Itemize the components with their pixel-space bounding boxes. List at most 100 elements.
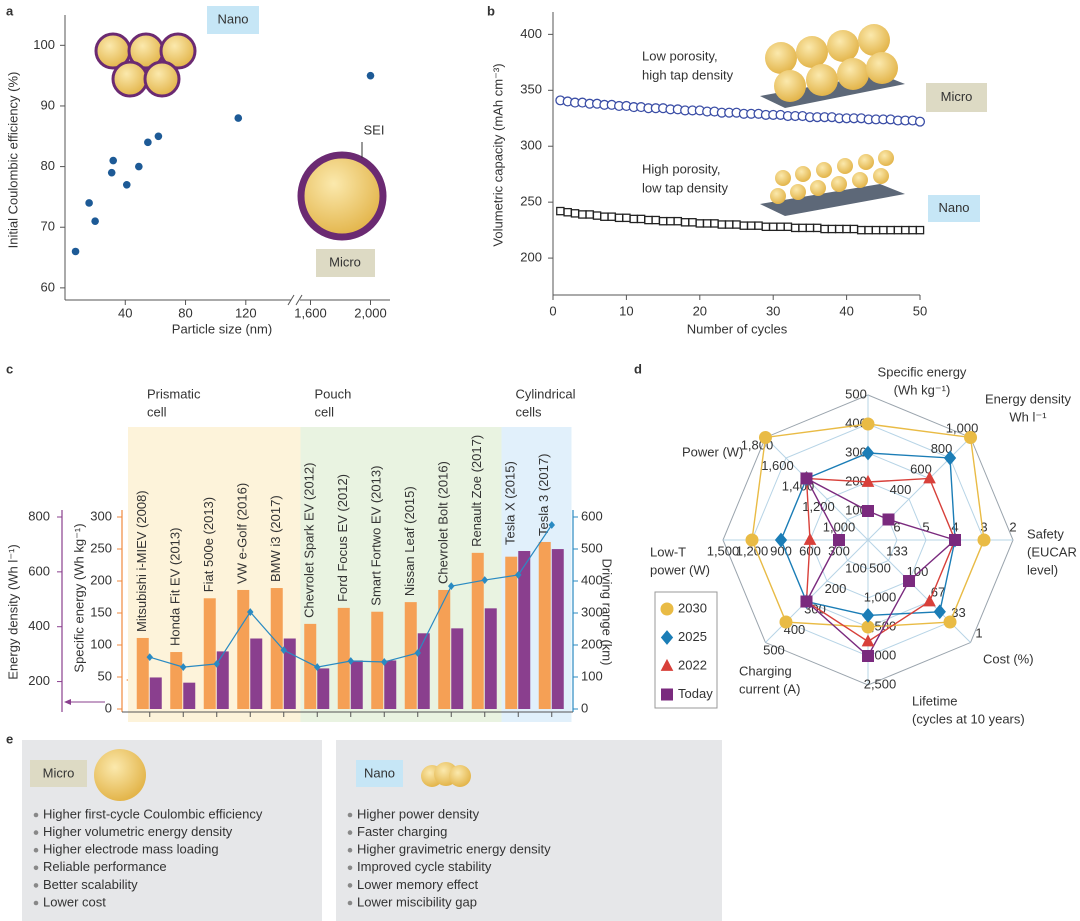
legend-label: 2022 — [678, 657, 707, 672]
marker — [761, 222, 771, 232]
marker — [746, 221, 756, 230]
marker — [943, 450, 957, 466]
legend-box — [928, 195, 980, 222]
x-tick-label: 2,000 — [354, 305, 387, 320]
list-item: Faster charging — [357, 824, 447, 839]
marker — [861, 608, 875, 623]
marker — [146, 653, 154, 662]
data-point — [122, 180, 131, 189]
marker — [600, 212, 609, 221]
bar — [551, 549, 564, 709]
radar-axis-label: current (A) — [739, 681, 800, 696]
annotation: High porosity, — [642, 161, 721, 176]
y-tick-label: 600 — [581, 508, 603, 523]
list-item: Higher first-cycle Coulombic efficiency — [43, 806, 263, 821]
list-item: Lower cost — [43, 894, 106, 909]
legend-label: Nano — [938, 200, 969, 215]
bar — [317, 668, 330, 709]
marker — [745, 533, 759, 547]
y-axis-label: Volumetric capacity (mAh cm⁻³) — [490, 63, 505, 246]
marker — [933, 604, 946, 620]
panel-label: a — [6, 3, 14, 18]
radar-axis-label: Cost (%) — [983, 651, 1034, 666]
bar — [417, 633, 430, 709]
marker — [179, 663, 187, 671]
marker — [622, 213, 631, 223]
radar-tick-label: 1,000 — [864, 589, 897, 604]
list-item: Lower miscibility gap — [357, 894, 477, 909]
bullet — [347, 900, 353, 906]
marker — [380, 658, 388, 666]
radar-tick-label: 800 — [931, 441, 953, 456]
axis-break — [295, 294, 303, 306]
list-item: Higher volumetric energy density — [43, 824, 233, 839]
bar — [216, 651, 229, 709]
bar — [518, 551, 531, 709]
y-tick-label: 200 — [28, 673, 50, 688]
axis-break — [287, 294, 295, 306]
panel-label: b — [487, 3, 495, 18]
marker — [857, 225, 866, 235]
marker — [570, 209, 580, 218]
x-tick-label: 120 — [235, 305, 257, 320]
radar-tick-label: 600 — [910, 461, 932, 476]
category-label: Mitsubishi i-MIEV (2008) — [134, 490, 149, 632]
radar-axis-label: (Wh kg⁻¹) — [894, 382, 951, 397]
bar — [350, 660, 363, 709]
bar — [183, 682, 196, 709]
annotation-box — [316, 249, 375, 277]
marker — [886, 225, 895, 235]
marker — [739, 221, 749, 230]
panel-label: d — [634, 361, 642, 376]
radar-tick-label: 6 — [893, 519, 900, 534]
data-point — [154, 132, 163, 141]
category-label: Honda Fit EV (2013) — [168, 528, 183, 647]
y-tick-label: 80 — [41, 158, 55, 173]
x-tick-label: 80 — [178, 305, 192, 320]
data-point — [91, 217, 99, 225]
y-tick-label: 100 — [581, 668, 603, 683]
y-axis-label: Driving range (km) — [600, 559, 615, 666]
marker — [666, 216, 675, 226]
y-axis-label: Energy density (Wh l⁻¹) — [5, 544, 20, 679]
radar-axis-label: Wh l⁻¹ — [1009, 409, 1047, 424]
y-tick-label: 50 — [98, 668, 112, 683]
marker — [754, 221, 763, 230]
marker — [673, 216, 683, 226]
radar-tick-label: 1,600 — [761, 458, 794, 473]
group-name: Nano — [364, 765, 395, 780]
marker — [893, 225, 903, 235]
marker — [414, 649, 422, 657]
x-tick-label: 40 — [839, 303, 853, 318]
radar-axis-label: (cycles at 10 years) — [912, 711, 1025, 726]
bullet — [33, 830, 39, 835]
marker — [644, 215, 653, 225]
marker — [861, 417, 875, 431]
group-label: Prismatic — [147, 386, 201, 401]
radar-tick-label: 300 — [828, 543, 850, 558]
panel-label: e — [6, 731, 13, 746]
marker — [514, 571, 522, 579]
list-item: Better scalability — [43, 877, 138, 892]
radar-axis-label: Specific energy — [878, 364, 967, 379]
bar — [170, 652, 183, 709]
category-label: Renault Zoe (2017) — [469, 435, 484, 547]
category-label: BMW i3 (2017) — [268, 495, 283, 582]
bar — [371, 611, 384, 709]
bar — [484, 608, 497, 709]
marker — [724, 220, 734, 229]
radar-tick-label: 133 — [886, 543, 908, 558]
marker — [862, 505, 874, 517]
marker — [835, 224, 844, 234]
y-tick-label: 0 — [581, 700, 588, 715]
marker — [783, 222, 793, 232]
bullet — [33, 865, 39, 871]
y-tick-label: 350 — [520, 82, 542, 97]
bar — [283, 638, 296, 709]
marker — [710, 219, 719, 228]
annotation: Micro — [329, 254, 361, 269]
group-label: cell — [315, 404, 335, 419]
category-label: Fiat 500e (2013) — [201, 497, 216, 592]
y-tick-label: 200 — [90, 572, 112, 587]
marker — [901, 225, 910, 235]
